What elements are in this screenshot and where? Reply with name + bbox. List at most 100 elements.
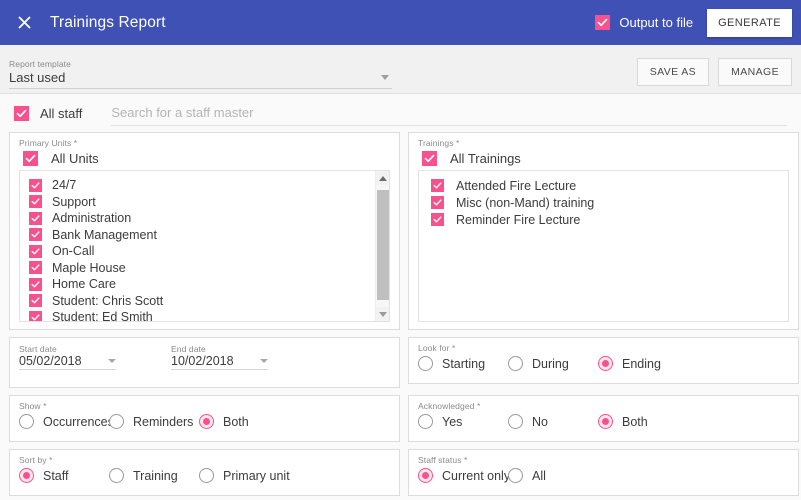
chevron-down-icon[interactable] [108,359,116,363]
staff-master-search[interactable] [111,100,787,126]
start-date-field[interactable]: Start date 05/02/2018 [19,344,171,370]
list-item[interactable]: Home Care [29,276,389,293]
save-as-button[interactable]: SAVE AS [636,58,710,86]
radio-option[interactable]: During [508,356,598,371]
radio-option[interactable]: Occurrences [19,414,114,429]
radio-option[interactable]: Current only [418,468,511,483]
radio-label: Reminders [133,414,194,429]
list-item[interactable]: Student: Ed Smith [29,309,389,321]
all-trainings-label: All Trainings [450,151,521,166]
radio-option[interactable]: Starting [418,356,508,371]
radio-label: Ending [622,356,661,371]
all-trainings-checkbox[interactable]: All Trainings [418,149,789,170]
primary-units-listbox[interactable]: 24/7 Support Administration Bank Management… [19,170,390,322]
list-item[interactable]: 24/7 [29,177,389,194]
output-to-file-checkbox[interactable]: Output to file [595,15,693,30]
staff-row: All staff [0,94,801,132]
scrollbar-thumb[interactable] [377,190,389,300]
checkbox-checked-icon [422,151,437,166]
radio-option[interactable]: Both [598,414,648,429]
radio-unselected-icon [508,468,523,483]
checkbox-checked-icon [595,15,611,30]
checkbox-checked-icon [29,195,42,209]
radio-label: Both [622,414,648,429]
acknowledged-label: Acknowledged * [418,401,481,411]
checkbox-checked-icon [29,294,42,308]
all-staff-checkbox[interactable]: All staff [14,105,82,121]
report-template-label: Report template [9,59,71,69]
manage-button[interactable]: MANAGE [718,58,792,86]
radio-unselected-icon [19,414,34,429]
radio-label: Primary unit [223,468,290,483]
radio-option[interactable]: Both [199,414,249,429]
checkbox-checked-icon [431,213,444,226]
list-item[interactable]: Administration [29,210,389,227]
trainings-listbox[interactable]: Attended Fire Lecture Misc (non-Mand) tra… [418,170,789,322]
scroll-down-icon[interactable] [376,307,389,321]
checkbox-checked-icon [23,151,38,166]
radio-label: Training [133,468,178,483]
chevron-down-icon[interactable] [260,359,268,363]
start-date-value: 05/02/2018 [19,354,82,368]
report-template-field[interactable]: Report template Last used [9,59,392,93]
date-range-panel: Start date 05/02/2018 End date 10/02/201… [9,337,400,388]
dates-lookfor-row: Start date 05/02/2018 End date 10/02/201… [9,337,799,395]
radio-option[interactable]: Reminders [109,414,199,429]
list-item-label: On-Call [52,244,95,259]
radio-unselected-icon [508,414,523,429]
radio-option[interactable]: Training [109,468,199,483]
staff-status-label: Staff status * [418,455,468,465]
report-template-value: Last used [9,70,66,85]
radio-label: Staff [43,468,69,483]
radio-option[interactable]: No [508,414,598,429]
radio-option[interactable]: Staff [19,468,109,483]
list-item[interactable]: Support [29,194,389,211]
all-units-checkbox[interactable]: All Units [19,149,390,170]
list-item-label: Student: Chris Scott [52,293,164,308]
chevron-down-icon[interactable] [381,75,389,80]
search-input[interactable] [111,105,787,120]
radio-option[interactable]: Yes [418,414,508,429]
list-item[interactable]: On-Call [29,243,389,260]
start-date-label: Start date [19,344,57,354]
end-date-field[interactable]: End date 10/02/2018 [171,344,323,370]
list-item-label: 24/7 [52,178,77,193]
list-item[interactable]: Reminder Fire Lecture [431,211,788,228]
primary-units-scrollbar[interactable] [375,171,389,321]
list-item[interactable]: Misc (non-Mand) training [431,194,788,211]
generate-button[interactable]: GENERATE [707,8,792,37]
app-bar: Trainings Report Output to file GENERATE [0,0,801,45]
look-for-label: Look for * [418,343,456,353]
list-item[interactable]: Attended Fire Lecture [431,177,788,194]
start-date-input[interactable]: 05/02/2018 [19,354,116,370]
radio-selected-icon [19,468,34,483]
radio-option[interactable]: Ending [598,356,661,371]
list-item-label: Reminder Fire Lecture [456,212,581,227]
checkbox-checked-icon [29,310,42,321]
radio-selected-icon [598,356,613,371]
radio-unselected-icon [109,468,124,483]
radio-selected-icon [598,414,613,429]
list-item-label: Attended Fire Lecture [456,178,577,193]
scroll-up-icon[interactable] [376,171,389,185]
sort-by-panel: Sort by * Staff Training Primary unit [9,449,400,496]
checkbox-checked-icon [29,244,42,258]
show-radio-group: Occurrences Reminders Both [19,412,390,429]
list-item-label: Bank Management [52,227,157,242]
radio-option[interactable]: Primary unit [199,468,290,483]
lists-row: Primary Units * All Units 24/7 Support Adm… [9,132,799,337]
radio-label: Current only [442,468,511,483]
trainings-panel: Trainings * All Trainings Attended Fire … [408,132,799,330]
list-item[interactable]: Maple House [29,260,389,277]
checkbox-checked-icon [29,228,42,242]
radio-unselected-icon [418,356,433,371]
list-item-label: Support [52,194,96,209]
radio-option[interactable]: All [508,468,546,483]
list-item[interactable]: Bank Management [29,227,389,244]
close-icon[interactable] [14,13,34,33]
report-template-select[interactable]: Last used [9,69,392,89]
report-template-row: Report template Last used SAVE AS MANAGE [0,45,801,94]
end-date-input[interactable]: 10/02/2018 [171,354,268,370]
checkbox-checked-icon [29,261,42,275]
list-item[interactable]: Student: Chris Scott [29,293,389,310]
